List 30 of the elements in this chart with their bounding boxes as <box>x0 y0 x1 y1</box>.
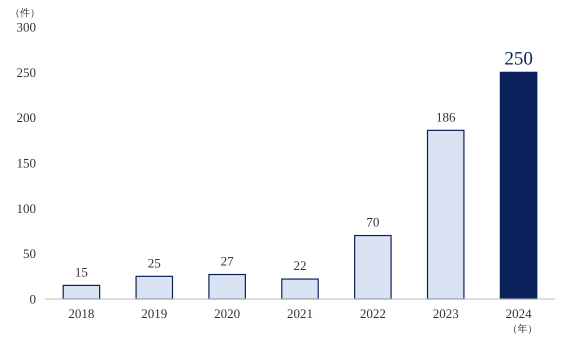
y-tick-label: 300 <box>16 20 36 35</box>
x-tick-label: 2023 <box>432 306 459 321</box>
x-tick-label: 2021 <box>287 306 313 321</box>
y-tick-label: 50 <box>23 246 36 262</box>
bar <box>208 274 246 300</box>
bar <box>426 130 465 300</box>
x-tick-label: 2022 <box>360 306 386 321</box>
bar <box>135 276 174 300</box>
x-axis-title: （年） <box>508 323 538 335</box>
y-tick-label: 200 <box>16 110 36 126</box>
y-tick-label: 150 <box>16 156 36 171</box>
y-tick-label: 250 <box>16 64 36 80</box>
x-tick-label: 2018 <box>68 306 94 321</box>
bar <box>281 278 319 300</box>
x-tick-label: 2020 <box>214 306 240 321</box>
data-label: 250 <box>504 48 533 70</box>
data-label: 70 <box>366 214 380 230</box>
y-axis-title: （件） <box>10 8 40 19</box>
data-label: 22 <box>294 258 306 274</box>
bar <box>500 72 538 300</box>
y-tick-label: 100 <box>16 200 36 216</box>
data-label: 15 <box>74 264 88 280</box>
x-tick-label: 2024 <box>506 306 532 321</box>
data-label: 27 <box>220 254 234 269</box>
y-tick-label: 0 <box>30 292 36 307</box>
bar <box>62 284 100 300</box>
data-label: 25 <box>148 255 161 270</box>
bar <box>354 234 392 300</box>
x-tick-label: 2019 <box>141 306 168 321</box>
data-label: 186 <box>436 109 456 124</box>
